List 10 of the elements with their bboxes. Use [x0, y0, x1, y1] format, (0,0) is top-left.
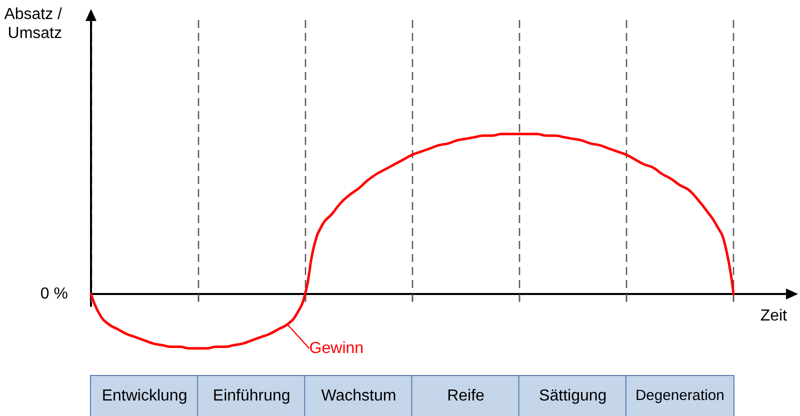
text: 0 %: [40, 286, 68, 302]
x-tick-label: Entwicklung: [102, 388, 188, 404]
x-tick-label: Wachstum: [321, 388, 396, 404]
x-axis-title: Zeit: [760, 308, 788, 324]
x-tick-label: Einführung: [212, 388, 290, 404]
x-tick-label: Reife: [447, 388, 485, 404]
x-tick-label: Degeneration: [635, 388, 724, 404]
text: Absatz / Umsatz: [4, 6, 63, 42]
series-label: Gewinn: [309, 340, 364, 357]
x-tick-label: Sättigung: [539, 388, 607, 404]
